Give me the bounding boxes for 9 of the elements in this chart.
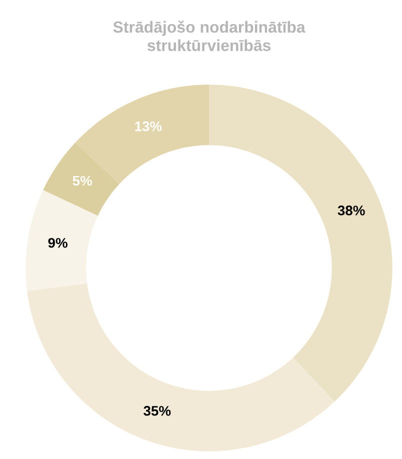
donut-slice <box>26 190 98 291</box>
data-label: 5% <box>72 176 92 186</box>
donut-slice <box>209 84 392 402</box>
data-label: 38% <box>338 206 365 216</box>
data-label: 9% <box>48 238 68 248</box>
data-label: 35% <box>144 406 171 416</box>
chart-title: Strādājošo nodarbinātība struktūrvienībās <box>113 20 306 52</box>
donut-slice <box>27 283 334 452</box>
data-label: 13% <box>135 121 162 132</box>
